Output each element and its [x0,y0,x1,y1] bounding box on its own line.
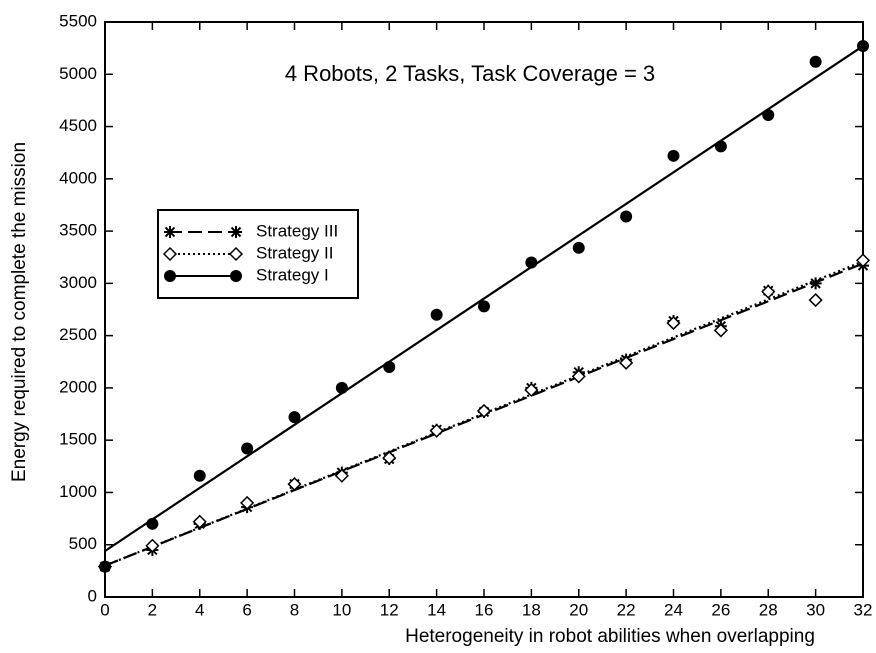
point [762,109,775,122]
point [476,403,492,418]
point [667,149,680,162]
point [666,316,681,331]
point [287,477,302,492]
point [430,308,443,321]
x-tick-label: 0 [100,600,109,619]
point [146,517,159,530]
legend-label: Strategy III [256,221,338,240]
point [383,361,396,373]
point [619,355,634,370]
x-tick-label: 14 [427,600,446,619]
x-tick-label: 22 [617,600,636,619]
point [524,382,539,398]
x-tick-label: 20 [569,600,588,619]
point [288,411,301,424]
point [620,210,633,223]
legend-marker [230,226,242,238]
x-tick-label: 16 [475,600,494,619]
x-tick-label: 6 [242,600,251,619]
y-tick-label: 500 [69,534,97,553]
x-tick-label: 18 [522,600,541,619]
point [809,277,822,290]
point [571,369,586,384]
point [429,423,444,438]
x-tick-label: 32 [854,600,873,619]
x-tick-label: 4 [195,600,204,619]
x-tick-label: 30 [806,600,825,619]
legend-label: Strategy I [256,265,329,284]
legend-marker [164,270,176,282]
x-tick-label: 12 [380,600,399,619]
point [145,538,160,553]
point [525,256,538,269]
x-tick-label: 2 [148,600,157,619]
point [714,140,727,153]
point [478,300,490,313]
y-tick-label: 0 [88,586,97,605]
point [240,495,255,510]
y-tick-label: 1500 [59,430,97,449]
point [241,442,254,455]
legend-marker [162,246,178,262]
x-axis-label: Heterogeneity in robot abilities when ov… [405,626,815,647]
point [572,241,585,254]
y-axis-label: Energy required to complete the mission [9,142,30,482]
y-tick-label: 5000 [59,64,97,83]
x-tick-label: 26 [711,600,730,619]
legend-marker [230,270,242,282]
y-tick-label: 3000 [59,273,97,292]
point [382,450,397,466]
point [808,293,823,308]
point [192,514,207,529]
y-tick-label: 1000 [59,482,97,501]
y-tick-label: 4500 [59,116,97,135]
point [761,284,776,299]
y-tick-label: 2000 [59,377,97,396]
legend-box [157,209,359,299]
y-tick-label: 2500 [59,325,97,344]
chart-title: 4 Robots, 2 Tasks, Task Coverage = 3 [285,61,655,86]
y-tick-label: 3500 [59,221,97,240]
legend-label: Strategy II [256,243,333,262]
point [193,469,206,482]
x-tick-label: 8 [290,600,299,619]
x-tick-label: 10 [332,600,351,619]
x-tick-label: 24 [664,600,683,619]
point [857,40,869,53]
fit-line [104,260,864,567]
point [809,55,822,68]
legend-marker [228,246,244,262]
x-tick-label: 28 [759,600,778,619]
point [335,381,348,394]
point [855,253,871,268]
y-tick-label: 5500 [59,11,97,30]
fit-line [104,45,864,552]
y-tick-label: 4000 [59,168,97,187]
point [334,468,349,483]
legend-marker [164,226,176,238]
point [713,323,728,338]
point [99,560,111,573]
